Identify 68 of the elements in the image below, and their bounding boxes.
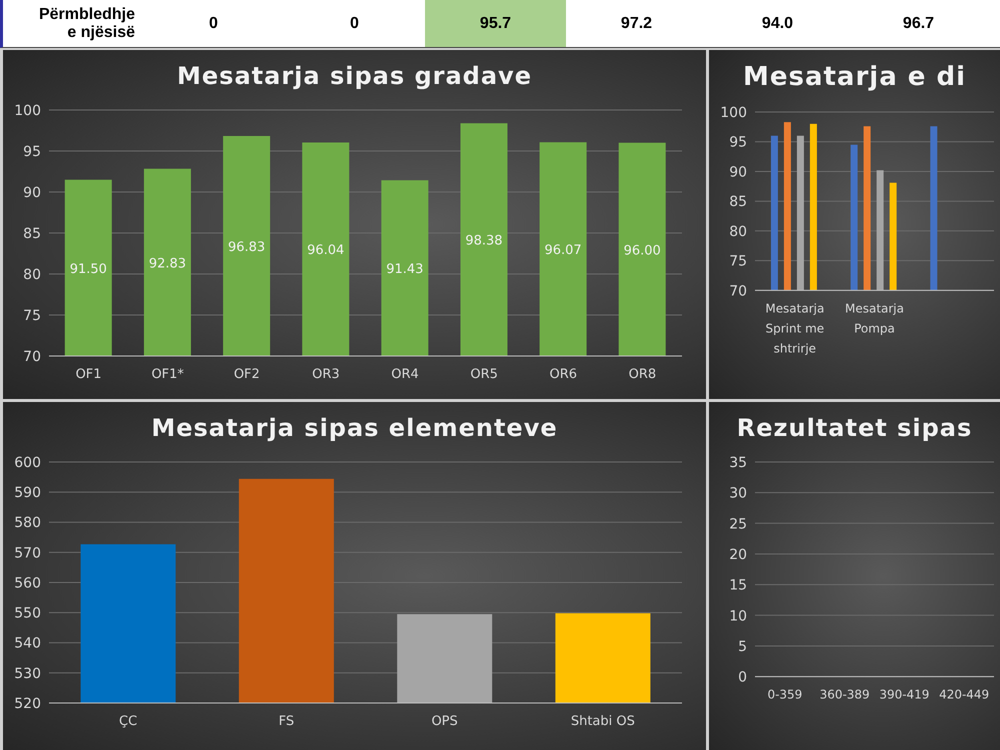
x-tick-label: OF1* — [151, 367, 184, 382]
y-tick-label: 520 — [14, 696, 41, 712]
y-tick-label: 540 — [14, 636, 41, 652]
y-tick-label: 550 — [14, 606, 41, 622]
y-tick-label: 80 — [729, 224, 748, 240]
y-tick-label: 75 — [729, 254, 748, 270]
y-tick-label: 85 — [23, 226, 41, 242]
x-tick-label: Mesatarja Pompa — [845, 301, 904, 336]
text: 94.0 — [760, 14, 794, 34]
y-tick-label: 75 — [23, 308, 41, 324]
text: 95.7 — [425, 0, 566, 47]
x-tick-label: OPS — [431, 714, 458, 729]
y-tick-label: 30 — [729, 486, 747, 502]
x-tick-label: OF2 — [234, 367, 260, 382]
chart-title: Rezultatet sipas — [736, 413, 974, 442]
y-tick-label: 15 — [729, 578, 747, 594]
x-tick-label: OR4 — [391, 367, 419, 382]
data-label: 92.83 — [148, 256, 186, 272]
y-tick-label: 530 — [14, 666, 41, 682]
y-tick-label: 85 — [729, 194, 748, 210]
text: 0 — [349, 14, 360, 34]
y-tick-label: 20 — [729, 546, 747, 563]
y-tick-label: 90 — [729, 164, 748, 180]
y-tick-label: 100 — [720, 104, 748, 121]
text: Përmbledhje e njësisë — [38, 4, 136, 42]
data-label: 96.04 — [307, 243, 344, 258]
data-label: 96.00 — [624, 243, 661, 258]
data-label: 91.43 — [386, 262, 424, 278]
data-label: 91.50 — [70, 262, 107, 277]
x-tick-label: Shtabi OS — [570, 714, 635, 729]
chart-title: Mesatarja sipas gradave — [176, 61, 533, 90]
y-tick-label: 5 — [738, 638, 747, 655]
y-tick-label: 70 — [23, 348, 41, 365]
text: 0 — [208, 14, 219, 34]
chart-title: Mesatarja sipas elementeve — [150, 413, 559, 442]
y-tick-label: 35 — [729, 454, 747, 471]
y-tick-label: 90 — [23, 184, 41, 201]
y-tick-label: 600 — [14, 454, 41, 471]
y-tick-label: 80 — [23, 266, 41, 283]
y-tick-label: 95 — [23, 144, 41, 160]
y-tick-label: 70 — [729, 283, 748, 300]
x-tick-label: 360-389 — [820, 688, 870, 702]
data-label: 96.83 — [228, 240, 266, 255]
y-tick-label: 590 — [14, 485, 41, 502]
chart-title: Mesatarja e di — [742, 61, 968, 92]
text: 97.2 — [620, 14, 654, 34]
x-tick-label: FS — [278, 714, 294, 729]
y-tick-label: 570 — [14, 545, 41, 562]
x-tick-label: 390-419 — [879, 688, 930, 702]
x-tick-label: 420-449 — [939, 688, 990, 702]
y-tick-label: 580 — [14, 515, 41, 532]
x-tick-label: OF1 — [76, 367, 102, 382]
x-tick-label: 0-359 — [767, 688, 802, 702]
x-tick-label: OR3 — [312, 367, 340, 382]
y-tick-label: 25 — [729, 516, 747, 532]
y-tick-label: 100 — [14, 102, 41, 119]
data-label: 96.07 — [544, 243, 582, 258]
y-tick-label: 0 — [738, 670, 747, 686]
y-tick-label: 560 — [14, 575, 41, 592]
data-label: 98.38 — [465, 234, 503, 249]
x-tick-label: OR8 — [628, 367, 656, 382]
y-tick-label: 10 — [729, 608, 747, 624]
y-tick-label: 95 — [729, 134, 748, 151]
x-tick-label: OR5 — [470, 367, 498, 382]
x-tick-label: OR6 — [550, 367, 578, 382]
x-tick-label: ÇC — [119, 714, 138, 729]
text: 96.7 — [902, 14, 936, 34]
x-tick-label: Mesatarja Sprint me shtrirje — [765, 301, 824, 356]
